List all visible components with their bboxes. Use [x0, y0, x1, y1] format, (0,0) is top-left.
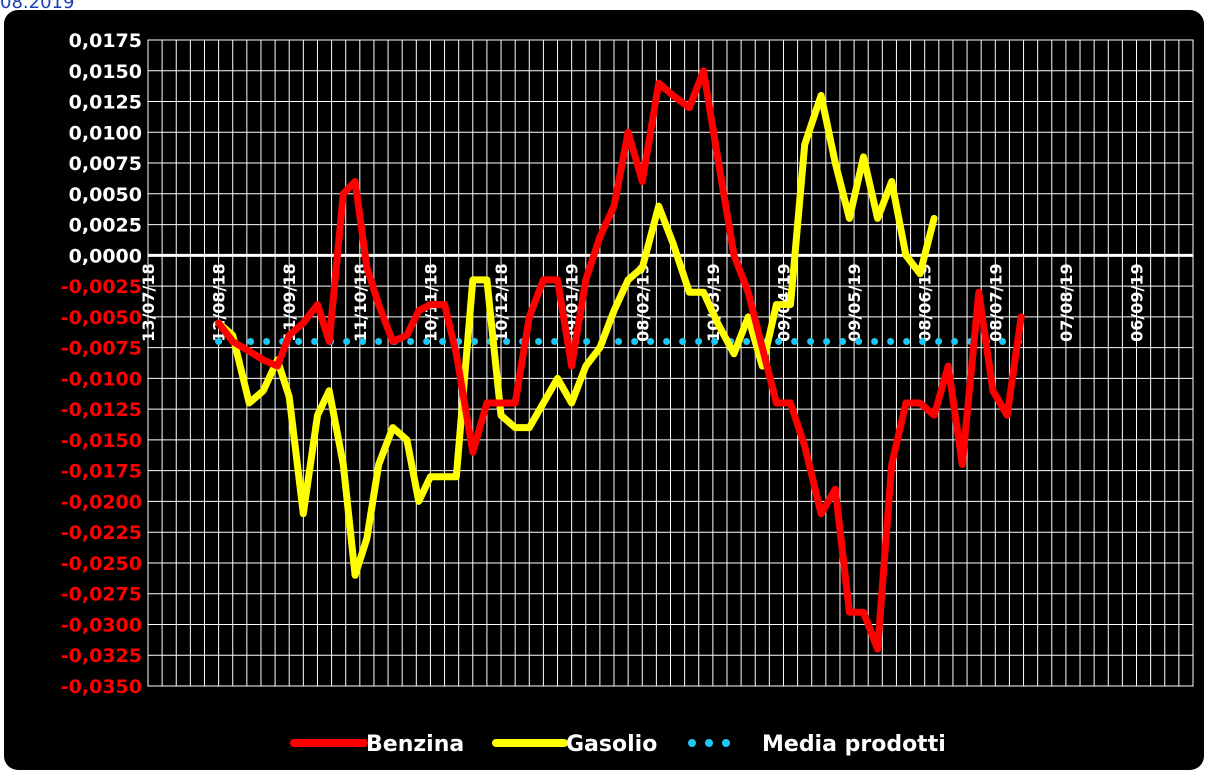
series-line-benzina	[215, 67, 1025, 653]
y-tick-label: 0,0025	[69, 215, 142, 237]
y-tick-label: -0,0050	[61, 307, 142, 329]
y-tick-label: -0,0250	[61, 553, 142, 575]
report-period-label: 08.2019	[0, 0, 75, 13]
y-tick-label: -0,0300	[61, 614, 142, 636]
y-tick-label: -0,0225	[61, 522, 142, 544]
y-tick-label: -0,0325	[61, 645, 142, 667]
x-tick-label: 07/08/19	[1057, 263, 1076, 341]
legend-label: Gasolio	[566, 732, 657, 757]
x-tick-label: 11/10/18	[351, 263, 370, 341]
y-tick-label: 0,0100	[69, 122, 142, 144]
x-tick-label: 09/05/19	[845, 263, 864, 341]
x-tick-label: 13/07/18	[139, 263, 158, 341]
x-tick-label: 12/08/18	[210, 263, 229, 341]
legend-label: Media prodotti	[762, 732, 946, 757]
x-tick-label: 06/09/19	[1128, 263, 1147, 341]
x-tick-label: 08/07/19	[986, 263, 1005, 341]
series-line-gasolio	[215, 91, 938, 579]
y-tick-label: -0,0025	[61, 276, 142, 298]
x-tick-label: 08/02/19	[633, 263, 652, 341]
y-tick-label: -0,0275	[61, 584, 142, 606]
y-tick-label: -0,0200	[61, 491, 142, 513]
series-lines	[215, 67, 1025, 653]
y-tick-label: 0,0175	[69, 30, 142, 52]
y-tick-label: -0,0175	[61, 461, 142, 483]
legend: Benzina Gasolio Media prodotti	[290, 732, 946, 757]
y-tick-label: -0,0100	[61, 368, 142, 390]
x-tick-label: 10/12/18	[492, 263, 511, 341]
grid	[147, 39, 1194, 687]
y-tick-label: 0,0125	[69, 92, 142, 114]
y-tick-label: -0,0075	[61, 338, 142, 360]
x-axis-ticks: 13/07/18 12/08/18 11/09/18 11/10/18 10/11/18…	[139, 263, 1147, 341]
y-tick-label: -0,0150	[61, 430, 142, 452]
y-tick-label: 0,0150	[69, 61, 142, 83]
y-tick-label: -0,0125	[61, 399, 142, 421]
legend-label: Benzina	[366, 732, 464, 757]
y-tick-label: 0,0050	[69, 184, 142, 206]
y-tick-label: -0,0350	[61, 676, 142, 698]
y-tick-label: 0,0075	[69, 153, 142, 175]
x-tick-label: 08/06/19	[916, 263, 935, 341]
y-tick-label: 0,0000	[69, 245, 142, 267]
x-tick-label: 11/09/18	[280, 263, 299, 341]
y-axis-ticks: 0,0175 0,0150 0,0125 0,0100 0,0075 0,0050 0,00…	[61, 30, 142, 698]
